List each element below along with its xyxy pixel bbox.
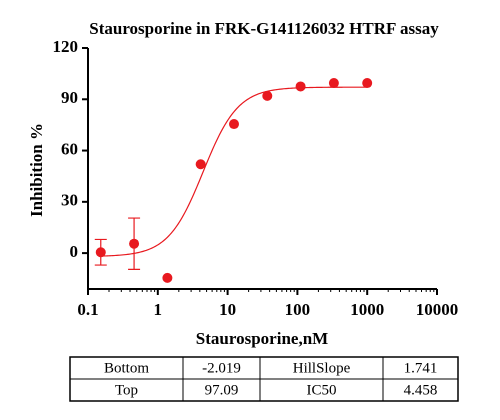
- fit-curve: [100, 86, 368, 257]
- y-tick-label: 60: [61, 139, 78, 158]
- data-point: [129, 238, 140, 249]
- x-tick-label: 10000: [416, 300, 459, 319]
- param-value: 97.09: [205, 382, 239, 398]
- chart-title: Staurosporine in FRK-G141126032 HTRF ass…: [89, 19, 439, 38]
- data-point: [228, 119, 239, 130]
- y-tick-label: 30: [61, 191, 78, 210]
- data-point: [362, 78, 373, 89]
- data-point: [295, 81, 306, 92]
- param-name: Bottom: [104, 360, 149, 376]
- data-point: [162, 272, 173, 283]
- x-tick-label: 1: [154, 300, 163, 319]
- param-value: 4.458: [404, 382, 438, 398]
- data-point: [262, 90, 273, 101]
- x-axis-label: Staurosporine,nM: [196, 329, 328, 348]
- y-tick-label: 90: [61, 88, 78, 107]
- data-point: [195, 159, 206, 170]
- param-name: HillSlope: [293, 360, 351, 376]
- data-point: [328, 78, 339, 89]
- data-point: [95, 247, 106, 258]
- x-tick-label: 100: [285, 300, 311, 319]
- y-tick-label: 120: [53, 37, 79, 56]
- param-name: Top: [115, 382, 138, 398]
- param-value: -2.019: [202, 360, 241, 376]
- y-tick-label: 0: [70, 242, 79, 261]
- y-axis-label: Inhibition %: [27, 123, 46, 217]
- x-tick-label: 1000: [350, 300, 384, 319]
- x-tick-label: 0.1: [77, 300, 98, 319]
- x-tick-label: 10: [219, 300, 236, 319]
- param-value: 1.741: [404, 360, 438, 376]
- param-name: IC50: [307, 382, 337, 398]
